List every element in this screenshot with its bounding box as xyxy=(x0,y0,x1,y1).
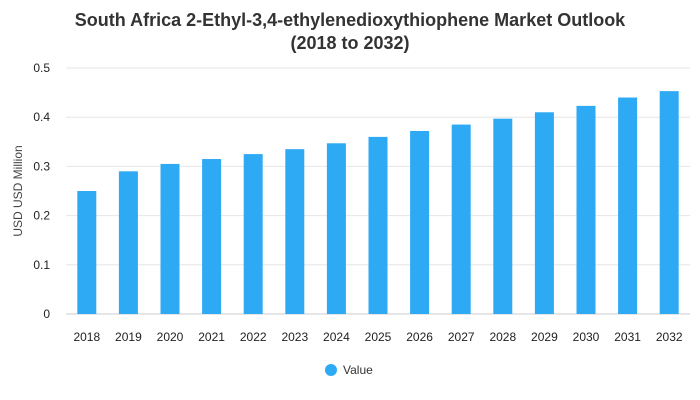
bar-2030[interactable] xyxy=(576,105,596,314)
y-tick-label: 0.4 xyxy=(33,110,50,124)
bar-2032[interactable] xyxy=(659,91,679,315)
x-tick-label: 2025 xyxy=(365,330,392,344)
bar-2024[interactable] xyxy=(326,143,346,314)
bar-2029[interactable] xyxy=(534,112,554,314)
x-tick-label: 2031 xyxy=(614,330,641,344)
y-tick-label: 0.3 xyxy=(33,159,50,173)
y-tick-label: 0.5 xyxy=(33,61,50,75)
chart-title-line-1: South Africa 2-Ethyl-3,4-ethylenedioxyth… xyxy=(75,10,626,30)
x-tick-label: 2029 xyxy=(531,330,558,344)
legend-marker xyxy=(325,364,337,376)
x-tick-label: 2026 xyxy=(406,330,433,344)
y-tick-label: 0 xyxy=(43,307,50,321)
bar-2031[interactable] xyxy=(618,97,638,315)
legend[interactable]: Value xyxy=(325,363,373,377)
y-tick-label: 0.1 xyxy=(33,258,50,272)
bar-2023[interactable] xyxy=(285,149,305,314)
legend-label: Value xyxy=(343,363,373,377)
bar-2025[interactable] xyxy=(368,136,388,314)
bar-2018[interactable] xyxy=(77,191,97,314)
bars xyxy=(77,91,679,315)
y-axis-ticks: 0 0.1 0.2 0.3 0.4 0.5 xyxy=(33,61,50,321)
bar-2022[interactable] xyxy=(243,154,263,314)
x-tick-label: 2021 xyxy=(198,330,225,344)
bar-2021[interactable] xyxy=(202,159,222,314)
bar-2019[interactable] xyxy=(118,171,138,314)
x-tick-label: 2024 xyxy=(323,330,350,344)
bar-2020[interactable] xyxy=(160,163,180,314)
bar-2028[interactable] xyxy=(493,118,513,315)
bar-2026[interactable] xyxy=(410,130,430,314)
x-tick-label: 2027 xyxy=(448,330,475,344)
x-tick-label: 2019 xyxy=(115,330,142,344)
chart-title-line-2: (2018 to 2032) xyxy=(290,33,409,53)
y-tick-label: 0.2 xyxy=(33,209,50,223)
bar-2027[interactable] xyxy=(451,124,471,314)
x-tick-label: 2023 xyxy=(281,330,308,344)
x-tick-label: 2020 xyxy=(157,330,184,344)
x-axis-ticks: 2018 2019 2020 2021 2022 2023 2024 2025 2026 2027… xyxy=(73,330,682,344)
x-tick-label: 2032 xyxy=(656,330,683,344)
x-tick-label: 2018 xyxy=(73,330,100,344)
y-axis-label: USD USD Million xyxy=(11,145,25,236)
x-tick-label: 2022 xyxy=(240,330,267,344)
x-tick-label: 2028 xyxy=(489,330,516,344)
x-tick-label: 2030 xyxy=(573,330,600,344)
